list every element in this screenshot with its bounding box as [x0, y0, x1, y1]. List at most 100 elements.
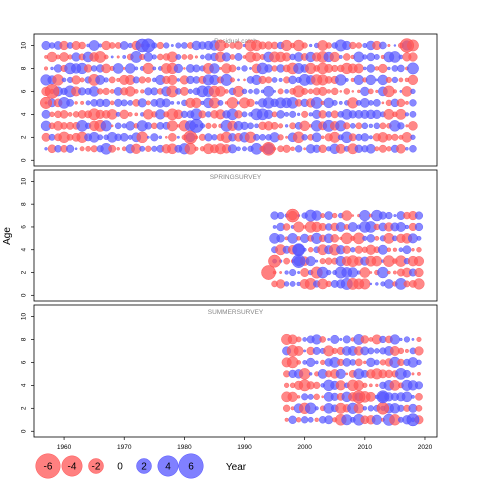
- x-axis: 1960 1970 1980 1990 2000 2010 2020: [57, 437, 433, 451]
- residual-bubble: [373, 54, 380, 60]
- residual-bubble: [368, 135, 373, 140]
- y-tick-label: 8: [21, 337, 28, 341]
- residual-bubble: [325, 257, 333, 265]
- residual-bubble: [330, 234, 339, 243]
- residual-bubble: [381, 101, 385, 105]
- residual-bubble: [366, 64, 376, 73]
- residual-bubble: [409, 145, 417, 153]
- residual-bubble: [325, 42, 332, 49]
- residual-bubble: [191, 97, 202, 108]
- legend: -6 -4 -2 0 2 4 6: [35, 453, 204, 479]
- residual-bubble: [308, 247, 314, 253]
- residual-bubble: [398, 54, 404, 60]
- residual-bubble: [41, 109, 51, 119]
- residual-bubble: [241, 65, 248, 72]
- residual-bubble: [277, 88, 284, 95]
- x-tick-label: 2010: [358, 444, 373, 451]
- residual-bubble: [373, 99, 381, 107]
- panel-frame: [33, 304, 438, 438]
- residual-bubble-large: [376, 390, 390, 404]
- residual-bubble: [363, 360, 367, 365]
- residual-bubble: [284, 89, 289, 94]
- residual-bubble: [287, 233, 298, 244]
- residual-bubble: [414, 211, 424, 220]
- residual-bubble: [299, 120, 310, 132]
- residual-bubble: [303, 349, 307, 353]
- residual-bubble: [194, 55, 198, 59]
- residual-bubble: [369, 282, 373, 286]
- residual-bubble: [50, 66, 54, 71]
- residual-bubble: [371, 255, 383, 267]
- residual-bubble-large: [268, 254, 282, 268]
- bubble-series: [261, 208, 425, 290]
- panel-title: SPRINGSURVEY: [210, 174, 262, 181]
- residual-bubble: [320, 135, 325, 140]
- residual-bubble: [156, 41, 164, 50]
- legend-bubble: [88, 458, 104, 474]
- residual-bubble: [145, 100, 151, 106]
- bubble-series: [40, 38, 419, 156]
- residual-bubble: [407, 62, 419, 75]
- residual-bubble: [331, 87, 339, 96]
- x-tick-label: 1970: [117, 444, 132, 451]
- residual-bubble: [295, 336, 302, 343]
- residual-bubble: [374, 146, 380, 152]
- residual-bubble: [301, 42, 308, 49]
- residual-bubble: [305, 256, 316, 267]
- residual-bubble: [283, 281, 290, 287]
- residual-bubble: [163, 42, 170, 49]
- residual-bubble: [330, 110, 339, 119]
- y-tick-label: 8: [21, 202, 28, 206]
- residual-bubble: [347, 222, 358, 232]
- y-tick-label: 2: [21, 135, 28, 139]
- residual-bubble: [194, 146, 199, 151]
- residual-bubble: [347, 267, 358, 278]
- residual-bubble: [276, 279, 286, 289]
- residual-bubble: [414, 222, 424, 232]
- residual-bubble-large: [261, 265, 276, 280]
- residual-bubble: [192, 64, 201, 73]
- residual-bubble: [215, 86, 226, 97]
- residual-bubble: [284, 417, 289, 422]
- residual-bubble: [366, 52, 376, 62]
- residual-bubble: [396, 98, 406, 108]
- residual-bubble: [308, 372, 313, 376]
- residual-bubble: [397, 358, 405, 366]
- residual-bubble: [379, 122, 387, 130]
- residual-bubble: [324, 415, 334, 425]
- residual-bubble: [103, 54, 109, 60]
- residual-bubble: [234, 110, 243, 119]
- residual-bubble: [102, 98, 111, 107]
- panel-3: SUMMERSURVEY 0 2 4 6 8 10: [21, 304, 438, 438]
- residual-bubble: [385, 133, 393, 141]
- residual-bubble: [243, 78, 246, 82]
- residual-bubble: [116, 147, 120, 151]
- residual-bubble: [282, 223, 291, 231]
- y-tick-label: 0: [21, 429, 28, 433]
- residual-bubble: [404, 224, 410, 230]
- residual-bubble: [359, 267, 371, 278]
- residual-bubble: [151, 145, 158, 152]
- residual-bubble: [385, 76, 392, 83]
- residual-bubble: [106, 109, 118, 120]
- residual-bubble: [277, 211, 285, 220]
- residual-bubble: [311, 210, 322, 221]
- residual-bubble: [168, 133, 177, 142]
- legend-bubble: [136, 458, 152, 474]
- residual-bubble: [108, 76, 116, 84]
- residual-bubble: [414, 381, 423, 390]
- residual-bubble: [375, 282, 379, 286]
- residual-bubble: [312, 346, 321, 355]
- residual-bubble: [127, 100, 134, 106]
- residual-bubble: [374, 66, 380, 71]
- residual-bubble: [362, 235, 368, 241]
- residual-bubble: [342, 335, 351, 344]
- residual-bubble: [359, 210, 371, 222]
- panel-title: Residual catch: [214, 38, 257, 45]
- residual-bubble-large: [352, 390, 366, 404]
- residual-bubble: [284, 124, 289, 128]
- residual-bubble: [415, 393, 423, 401]
- residual-bubble-large: [44, 84, 60, 99]
- residual-bubble: [405, 147, 409, 151]
- residual-bubble: [95, 75, 106, 85]
